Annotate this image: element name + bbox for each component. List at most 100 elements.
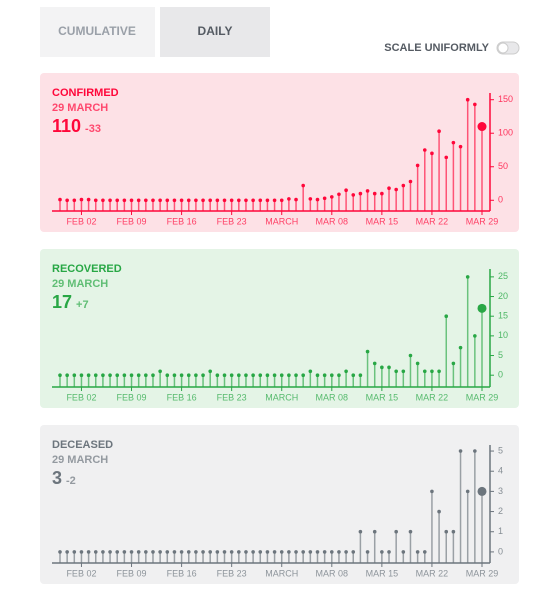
stem-head xyxy=(401,550,406,554)
y-tick-label: 0 xyxy=(498,195,503,205)
toggle-label[interactable]: SCALE UNIFORMLY xyxy=(384,42,489,54)
stem-head xyxy=(108,198,112,203)
stem-head xyxy=(394,369,398,374)
stem-head xyxy=(115,373,120,378)
stem-head xyxy=(329,550,334,554)
x-tick-label: MAR 08 xyxy=(316,392,349,402)
x-tick-label: FEB 16 xyxy=(167,568,197,578)
stem-head xyxy=(272,198,277,203)
tab-label[interactable]: CUMULATIVE xyxy=(58,24,136,38)
stem-head xyxy=(458,144,463,149)
x-tick-label: FEB 16 xyxy=(167,216,197,226)
stem-head xyxy=(129,198,134,203)
stem-head xyxy=(458,345,463,350)
x-tick-label: MAR 29 xyxy=(466,392,499,402)
stem-head xyxy=(179,198,184,203)
stem-head xyxy=(430,489,434,494)
stem-head xyxy=(65,550,69,554)
latest-point xyxy=(477,486,487,496)
y-tick-label: 1 xyxy=(498,526,503,536)
stem-head xyxy=(172,373,177,378)
stem-head xyxy=(115,550,120,554)
stem-head xyxy=(86,550,91,554)
stem-head xyxy=(401,183,406,188)
stem-head xyxy=(265,198,270,203)
stem-head xyxy=(222,198,227,203)
x-tick-label: MAR 29 xyxy=(466,568,499,578)
stem-head xyxy=(86,373,91,378)
x-tick-label: MARCH xyxy=(265,216,298,226)
stem-head xyxy=(186,198,191,203)
card-title: DECEASED xyxy=(52,439,113,451)
stem-head xyxy=(179,373,184,378)
y-tick-label: 20 xyxy=(498,291,508,301)
stem-head xyxy=(58,197,62,202)
toggle-knob[interactable] xyxy=(497,42,509,54)
stem-head xyxy=(244,373,248,378)
x-tick-label: MAR 15 xyxy=(366,568,399,578)
stem-head xyxy=(329,195,334,199)
stem-head xyxy=(101,373,105,378)
card-date: 29 MARCH xyxy=(52,102,108,114)
stem-head xyxy=(251,550,255,554)
headline-value: 3 xyxy=(52,468,62,488)
stem-head xyxy=(179,550,184,554)
stem-head xyxy=(308,197,313,201)
x-tick-label: FEB 23 xyxy=(217,392,247,402)
stem-head xyxy=(408,529,413,534)
stem-head xyxy=(122,373,127,378)
stem-head xyxy=(272,550,277,554)
stem-head xyxy=(237,550,241,554)
stem-head xyxy=(287,373,291,378)
stem-head xyxy=(380,550,384,554)
stem-head xyxy=(129,373,134,378)
stem-head xyxy=(279,550,284,554)
x-tick-label: FEB 09 xyxy=(117,568,147,578)
headline-value: 110 xyxy=(52,116,81,136)
y-tick-label: 50 xyxy=(498,161,508,171)
stem-head xyxy=(251,198,255,203)
stem-head xyxy=(437,509,441,514)
stem-head xyxy=(301,550,305,554)
stem-head xyxy=(72,198,77,203)
stem-head xyxy=(315,373,320,378)
card-date: 29 MARCH xyxy=(52,454,108,466)
stem-head xyxy=(358,191,363,196)
stem-head xyxy=(58,550,62,554)
stem-head xyxy=(136,373,141,378)
stem-head xyxy=(337,550,341,554)
y-tick-label: 4 xyxy=(498,466,503,476)
tab-cumulative[interactable] xyxy=(40,7,155,57)
stem-head xyxy=(144,373,148,378)
tab-daily[interactable] xyxy=(160,7,270,57)
x-tick-label: MARCH xyxy=(265,392,298,402)
stem-head xyxy=(380,365,384,370)
x-tick-label: FEB 09 xyxy=(117,392,147,402)
stem-head xyxy=(344,369,348,374)
stem-head xyxy=(258,198,263,203)
stem-head xyxy=(237,373,241,378)
stem-head xyxy=(151,198,155,203)
stem-head xyxy=(408,353,413,358)
stem-head xyxy=(358,373,363,378)
stem-head xyxy=(244,198,248,203)
x-tick-label: MAR 22 xyxy=(416,568,449,578)
stem-head xyxy=(79,197,84,202)
tab-label[interactable]: DAILY xyxy=(198,24,233,38)
stem-head xyxy=(136,550,141,554)
stem-head xyxy=(108,373,112,378)
stem-head xyxy=(294,373,298,378)
stem-head xyxy=(165,198,170,203)
y-tick-label: 100 xyxy=(498,128,513,138)
stem-head xyxy=(65,198,69,203)
stem-head xyxy=(165,373,170,378)
stem-head xyxy=(365,189,370,193)
y-tick-label: 25 xyxy=(498,271,508,281)
stem-head xyxy=(444,155,449,160)
stem-head xyxy=(158,369,162,374)
stem-head xyxy=(422,148,427,152)
stem-head xyxy=(158,550,162,554)
stem-head xyxy=(201,550,205,554)
x-tick-label: FEB 02 xyxy=(66,568,96,578)
stem-head xyxy=(422,369,427,374)
